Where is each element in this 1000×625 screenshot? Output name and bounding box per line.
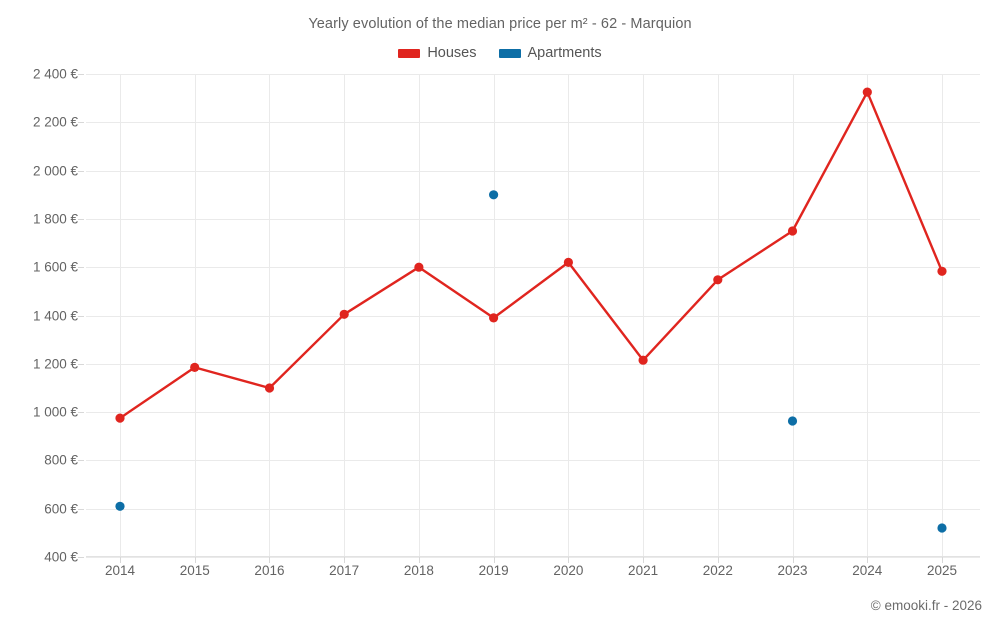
legend-swatch-houses	[398, 48, 421, 58]
gridline-horizontal	[86, 218, 980, 220]
x-axis-tick-label: 2016	[254, 563, 285, 578]
y-axis-tick-mark	[78, 122, 84, 124]
x-axis-tick-mark	[942, 557, 943, 563]
gridline-horizontal	[86, 170, 980, 172]
legend-label-apartments: Apartments	[527, 45, 602, 61]
x-axis-tick-label: 2020	[553, 563, 584, 578]
x-axis-tick-label: 2015	[179, 563, 210, 578]
x-axis-tick-mark	[344, 557, 346, 563]
data-point-houses[interactable]	[638, 355, 648, 365]
y-axis-tick-label: 1 400 €	[32, 308, 78, 323]
y-axis-tick-label: 1 800 €	[32, 211, 78, 227]
x-axis-tick-mark	[643, 557, 645, 563]
data-point-houses[interactable]	[937, 266, 947, 276]
gridline-horizontal	[86, 460, 980, 462]
y-axis-tick-mark	[78, 315, 84, 317]
x-axis-tick-mark	[792, 557, 794, 563]
data-point-apartments[interactable]	[937, 523, 947, 533]
y-axis-tick-mark	[78, 363, 84, 365]
y-axis-tick-mark	[78, 460, 84, 462]
data-point-houses[interactable]	[713, 275, 723, 285]
data-point-houses[interactable]	[414, 262, 424, 272]
series-line-houses	[118, 90, 944, 420]
y-axis-tick-label: 1 200 €	[32, 356, 78, 372]
gridline-horizontal	[86, 508, 980, 510]
x-axis-line	[86, 556, 980, 557]
x-axis-tick-label: 2023	[777, 563, 808, 578]
legend-swatch-apartments	[498, 48, 521, 58]
x-axis-tick-label: 2018	[403, 563, 434, 578]
data-point-houses[interactable]	[862, 87, 872, 97]
gridline-vertical	[120, 74, 121, 557]
gridline-horizontal	[86, 412, 980, 414]
gridline-horizontal	[86, 122, 980, 124]
plot-area	[86, 74, 980, 558]
y-axis: 400 € 600 € 800 € 1 000 € 1 200 € 1 400 € 1 60…	[0, 67, 84, 565]
y-axis-tick-mark	[78, 412, 84, 414]
y-axis-tick-label: 2 200 €	[32, 114, 78, 130]
gridline-vertical	[867, 74, 869, 557]
gridline-vertical	[568, 74, 570, 557]
y-axis-tick-mark	[78, 170, 84, 172]
x-axis-tick-mark	[120, 557, 121, 563]
y-axis-tick-mark	[78, 557, 84, 558]
gridline-horizontal	[86, 363, 980, 365]
y-axis-tick-label: 800 €	[44, 452, 78, 468]
data-point-apartments[interactable]	[115, 501, 125, 511]
y-axis-tick-label: 2 400 €	[32, 66, 78, 82]
x-axis-tick-mark	[194, 557, 196, 563]
x-axis-tick-mark	[493, 557, 495, 563]
x-axis-tick-label: 2025	[926, 563, 958, 578]
x-axis: 2014 2015 2016 2017 2018 2019 2020 2021 2022 2023…	[86, 563, 980, 587]
data-point-houses[interactable]	[787, 226, 798, 236]
data-point-houses[interactable]	[115, 413, 125, 423]
y-axis-tick-label: 1 000 €	[32, 404, 78, 420]
data-point-apartments[interactable]	[489, 190, 499, 200]
y-axis-tick-label: 600 €	[44, 501, 78, 517]
x-axis-tick-mark	[867, 557, 869, 563]
gridline-vertical	[194, 74, 196, 557]
data-point-apartments[interactable]	[787, 416, 798, 426]
legend-item-apartments[interactable]: Apartments	[498, 45, 602, 61]
gridline-horizontal	[86, 557, 980, 558]
gridline-horizontal	[86, 74, 980, 75]
gridline-vertical	[643, 74, 645, 557]
gridline-vertical	[942, 74, 943, 557]
y-axis-tick-mark	[78, 508, 84, 510]
data-point-houses[interactable]	[190, 362, 200, 372]
gridline-horizontal	[86, 267, 980, 269]
gridline-vertical	[269, 74, 271, 557]
x-axis-tick-mark	[418, 557, 420, 563]
x-axis-tick-label: 2014	[104, 563, 136, 578]
data-point-houses[interactable]	[563, 257, 573, 267]
y-axis-tick-mark	[78, 218, 84, 220]
x-axis-tick-mark	[269, 557, 271, 563]
gridline-vertical	[717, 74, 719, 557]
x-axis-tick-label: 2021	[628, 563, 659, 578]
series-layer	[115, 87, 947, 533]
data-point-houses[interactable]	[264, 383, 275, 393]
x-axis-tick-label: 2024	[852, 563, 883, 578]
gridline-vertical	[792, 74, 794, 557]
chart-legend: Houses Apartments	[0, 45, 1000, 61]
y-axis-tick-label: 400 €	[44, 549, 78, 565]
x-axis-tick-mark	[717, 557, 719, 563]
x-axis-tick-mark	[568, 557, 570, 563]
gridline-vertical	[418, 74, 420, 557]
legend-item-houses[interactable]: Houses	[398, 45, 477, 61]
chart-title: Yearly evolution of the median price per…	[308, 16, 692, 32]
legend-label-houses: Houses	[427, 45, 477, 61]
footer-credit: © emooki.fr - 2026	[870, 598, 982, 613]
x-axis-tick-label: 2022	[702, 563, 733, 578]
x-axis-tick-label: 2017	[329, 563, 360, 578]
y-axis-tick-label: 2 000 €	[32, 163, 78, 179]
gridline-horizontal	[86, 315, 980, 317]
y-axis-tick-label: 1 600 €	[32, 259, 78, 275]
data-point-houses[interactable]	[489, 313, 499, 323]
y-axis-tick-mark	[78, 267, 84, 269]
y-axis-tick-mark	[78, 74, 84, 75]
data-point-houses[interactable]	[339, 309, 349, 319]
x-axis-tick-label: 2019	[478, 563, 509, 578]
